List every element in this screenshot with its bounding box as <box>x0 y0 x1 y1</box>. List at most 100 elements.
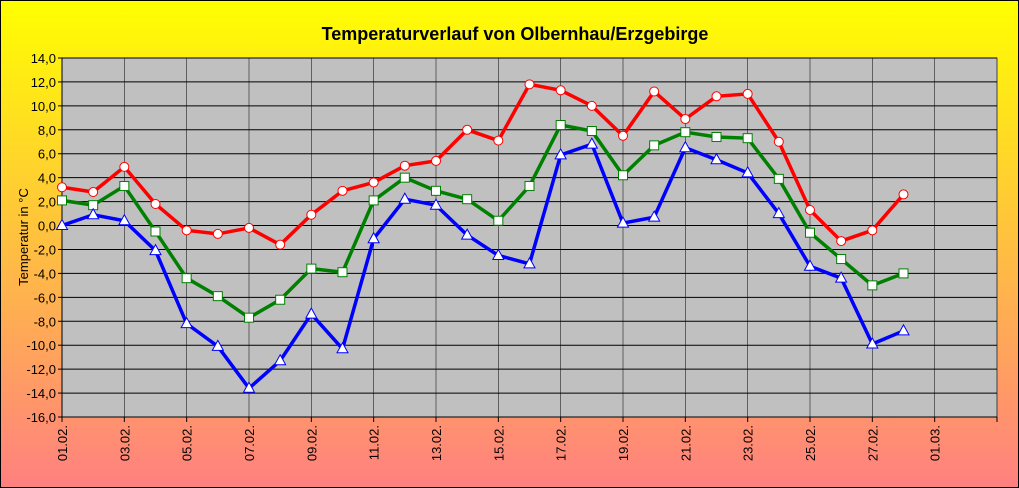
point <box>399 172 410 183</box>
series-line <box>61 141 905 391</box>
point <box>57 182 67 193</box>
x-tick-label: 01.02. <box>55 425 70 461</box>
y-tick-label: 12,0 <box>31 75 56 90</box>
point <box>244 312 254 323</box>
point <box>336 341 349 354</box>
point <box>119 181 130 192</box>
point <box>273 353 287 366</box>
point <box>524 79 535 90</box>
y-axis-label: Temperatur in °C <box>16 188 31 286</box>
point <box>460 228 474 240</box>
point <box>524 181 535 192</box>
y-tick-label: 10,0 <box>31 99 56 114</box>
point <box>618 130 628 141</box>
point <box>680 127 691 138</box>
point <box>647 210 661 222</box>
point <box>275 294 286 305</box>
point <box>212 228 223 239</box>
y-tick-label: -16,0 <box>26 410 56 425</box>
point <box>181 225 192 236</box>
x-tick-label: 17.02. <box>554 425 569 461</box>
point <box>306 209 317 220</box>
x-tick-label: 15.02. <box>491 425 506 461</box>
point <box>431 155 441 166</box>
point <box>897 323 910 336</box>
y-tick-label: 0,0 <box>38 219 56 234</box>
point <box>304 307 318 319</box>
point <box>586 125 597 136</box>
chart-title: Temperaturverlauf von Olbernhau/Erzgebir… <box>322 24 709 44</box>
series-line <box>61 82 905 247</box>
point <box>773 136 784 147</box>
point <box>710 152 723 165</box>
point <box>275 239 286 250</box>
y-tick-label: -6,0 <box>34 290 56 305</box>
point <box>805 227 815 238</box>
point <box>491 248 505 260</box>
point <box>55 218 69 231</box>
point <box>711 91 722 102</box>
point <box>399 160 410 171</box>
point <box>834 271 848 283</box>
y-tick-label: -10,0 <box>26 338 56 353</box>
point <box>57 195 67 206</box>
point <box>181 273 192 284</box>
point <box>867 225 878 236</box>
y-tick-label: -4,0 <box>34 266 56 281</box>
x-tick-label: 07.02. <box>242 425 257 461</box>
series-line <box>61 123 905 320</box>
point <box>678 140 692 153</box>
x-tick-label: 13.02. <box>429 425 444 461</box>
point <box>211 339 225 351</box>
point <box>616 216 630 228</box>
point <box>88 187 99 198</box>
point <box>429 198 443 210</box>
x-tick-label: 27.02. <box>865 425 880 461</box>
point <box>306 263 317 274</box>
point <box>150 226 161 237</box>
x-tick-label: 21.02. <box>678 425 693 461</box>
y-tick-label: 2,0 <box>38 195 56 210</box>
x-tick-label: 01.03. <box>928 425 943 461</box>
point <box>649 86 660 97</box>
point <box>368 177 379 188</box>
point <box>711 131 722 142</box>
point <box>867 280 878 291</box>
point <box>554 147 568 160</box>
y-tick-label: 8,0 <box>38 123 56 138</box>
x-tick-label: 11.02. <box>367 425 382 460</box>
y-tick-label: -2,0 <box>34 242 56 257</box>
y-tick-label: -8,0 <box>34 314 56 329</box>
point <box>865 336 879 349</box>
point <box>337 185 348 196</box>
point <box>898 189 909 200</box>
point <box>242 381 256 393</box>
x-tick-label: 03.02. <box>117 425 132 461</box>
x-tick-label: 05.02. <box>180 425 195 461</box>
point <box>555 85 566 96</box>
point <box>368 195 379 206</box>
point <box>493 135 504 146</box>
point <box>772 206 786 219</box>
point <box>462 194 473 205</box>
point <box>585 137 599 149</box>
point <box>493 215 504 226</box>
point <box>805 204 815 215</box>
point <box>586 100 597 111</box>
point <box>836 236 847 247</box>
point <box>86 207 100 220</box>
point <box>149 243 162 256</box>
x-tick-label: 09.02. <box>304 425 319 461</box>
point <box>398 192 412 204</box>
y-tick-label: 6,0 <box>38 147 56 162</box>
point <box>680 114 691 125</box>
point <box>898 268 909 279</box>
point <box>119 161 130 172</box>
point <box>649 140 660 151</box>
point <box>180 316 194 329</box>
point <box>150 198 161 209</box>
point <box>836 254 847 265</box>
point <box>773 173 784 184</box>
point <box>618 170 628 181</box>
